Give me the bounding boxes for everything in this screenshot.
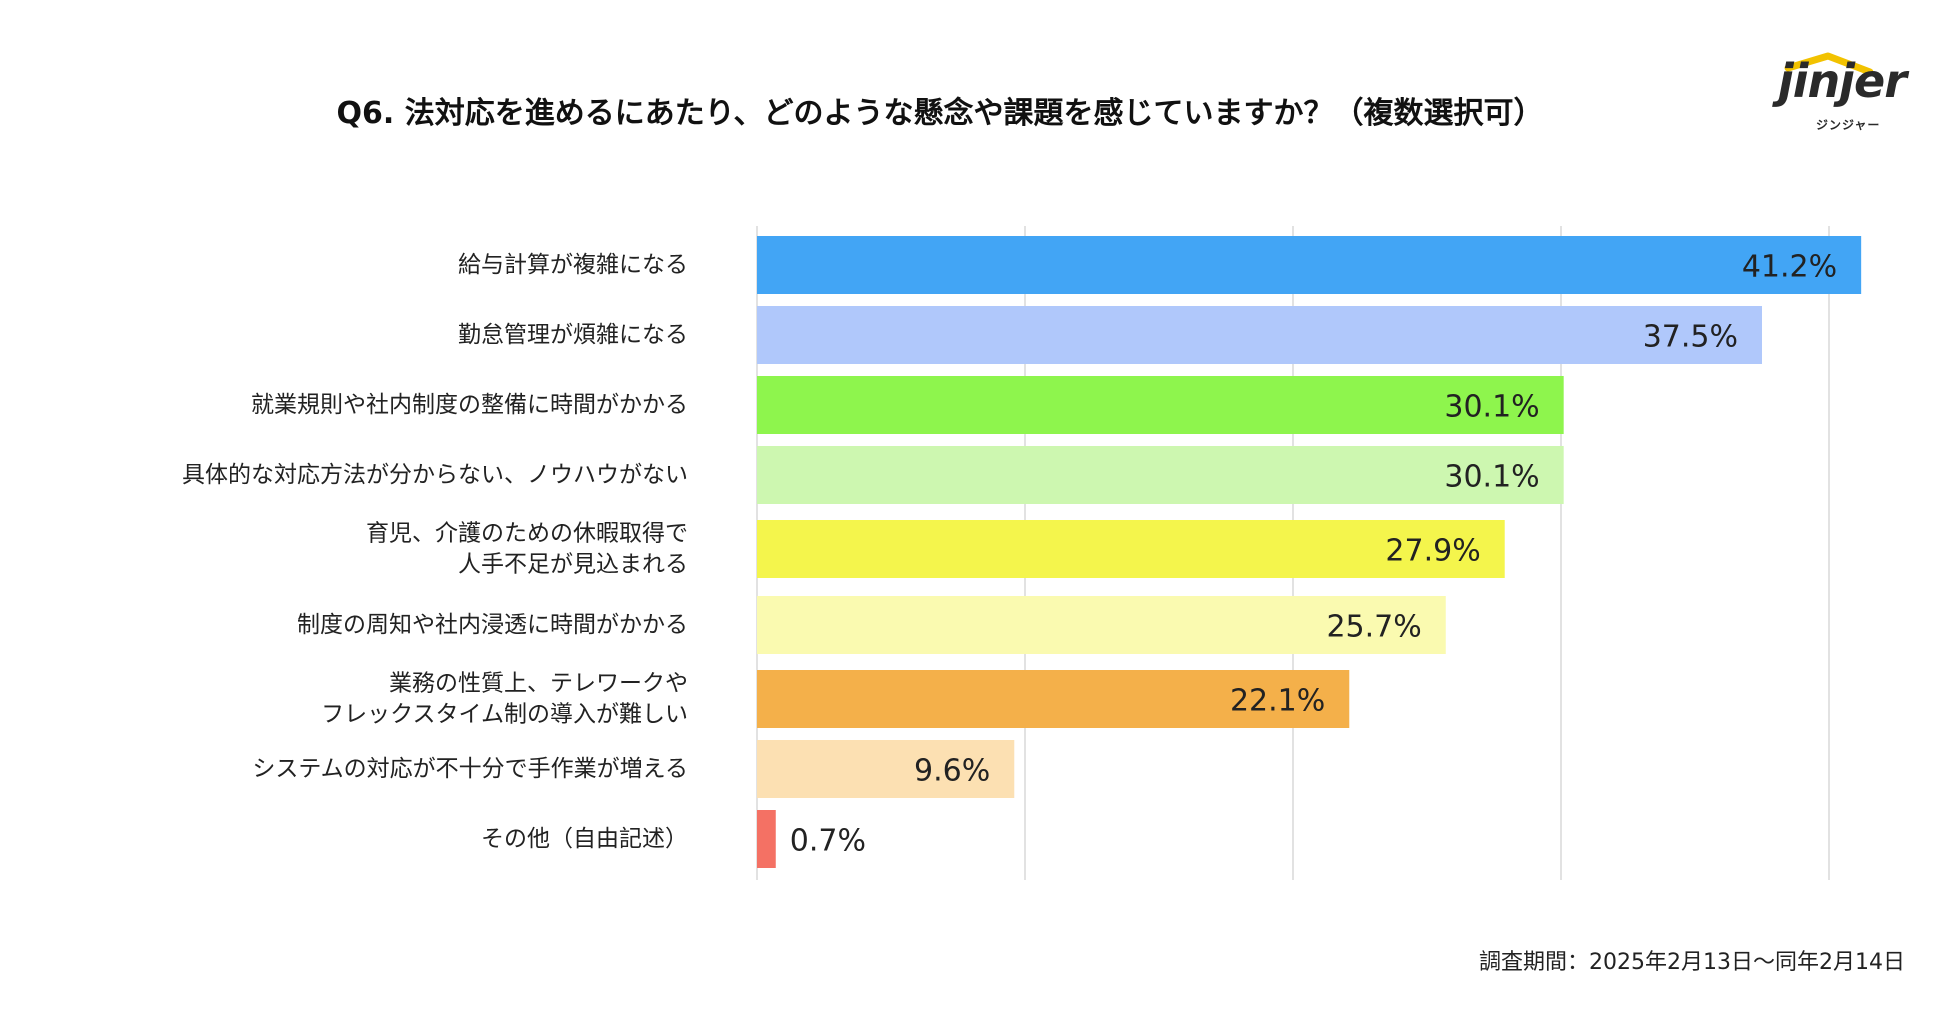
chart-title: Q6. 法対応を進めるにあたり、どのような懸念や課題を感じていますか？（複数選択…	[336, 96, 1544, 131]
category-label: 育児、介護のための休暇取得で	[366, 521, 688, 547]
data-label: 30.1%	[1444, 460, 1539, 495]
data-label: 30.1%	[1444, 390, 1539, 425]
category-label: その他（自由記述）	[481, 826, 688, 852]
data-label: 41.2%	[1742, 250, 1837, 285]
category-label: システムの対応が不十分で手作業が増える	[252, 756, 688, 782]
survey-period: 調査期間：2025年2月13日〜同年2月14日	[1479, 950, 1905, 975]
category-label: 勤怠管理が煩雑になる	[458, 322, 688, 348]
category-label: 制度の周知や社内浸透に時間がかかる	[297, 612, 688, 638]
bar	[757, 446, 1564, 504]
logo-roof-icon	[1784, 52, 1874, 76]
data-label: 27.9%	[1385, 534, 1480, 569]
category-label: 給与計算が複雑になる	[458, 252, 688, 278]
jinjer-logo: jinjer ジンジャー	[1768, 50, 1918, 140]
bar	[757, 810, 776, 868]
data-label: 0.7%	[790, 824, 866, 859]
bar	[757, 670, 1350, 728]
bar	[757, 306, 1762, 364]
data-label: 22.1%	[1230, 684, 1325, 719]
data-label: 37.5%	[1643, 320, 1738, 355]
category-label: 具体的な対応方法が分からない、ノウハウがない	[182, 462, 688, 488]
bar	[757, 520, 1505, 578]
logo-wordmark: jinjer	[1778, 54, 1907, 108]
category-label: フレックスタイム制の導入が難しい	[321, 702, 688, 728]
category-label: 業務の性質上、テレワークや	[389, 671, 688, 697]
bar	[757, 740, 1015, 798]
category-label: 人手不足が見込まれる	[458, 552, 688, 578]
bar	[757, 236, 1862, 294]
logo-subtitle: ジンジャー	[1816, 118, 1881, 132]
bar	[757, 596, 1446, 654]
data-label: 25.7%	[1326, 610, 1421, 645]
data-label: 9.6%	[914, 754, 990, 789]
bar	[757, 376, 1564, 434]
category-label: 就業規則や社内制度の整備に時間がかかる	[251, 392, 688, 418]
